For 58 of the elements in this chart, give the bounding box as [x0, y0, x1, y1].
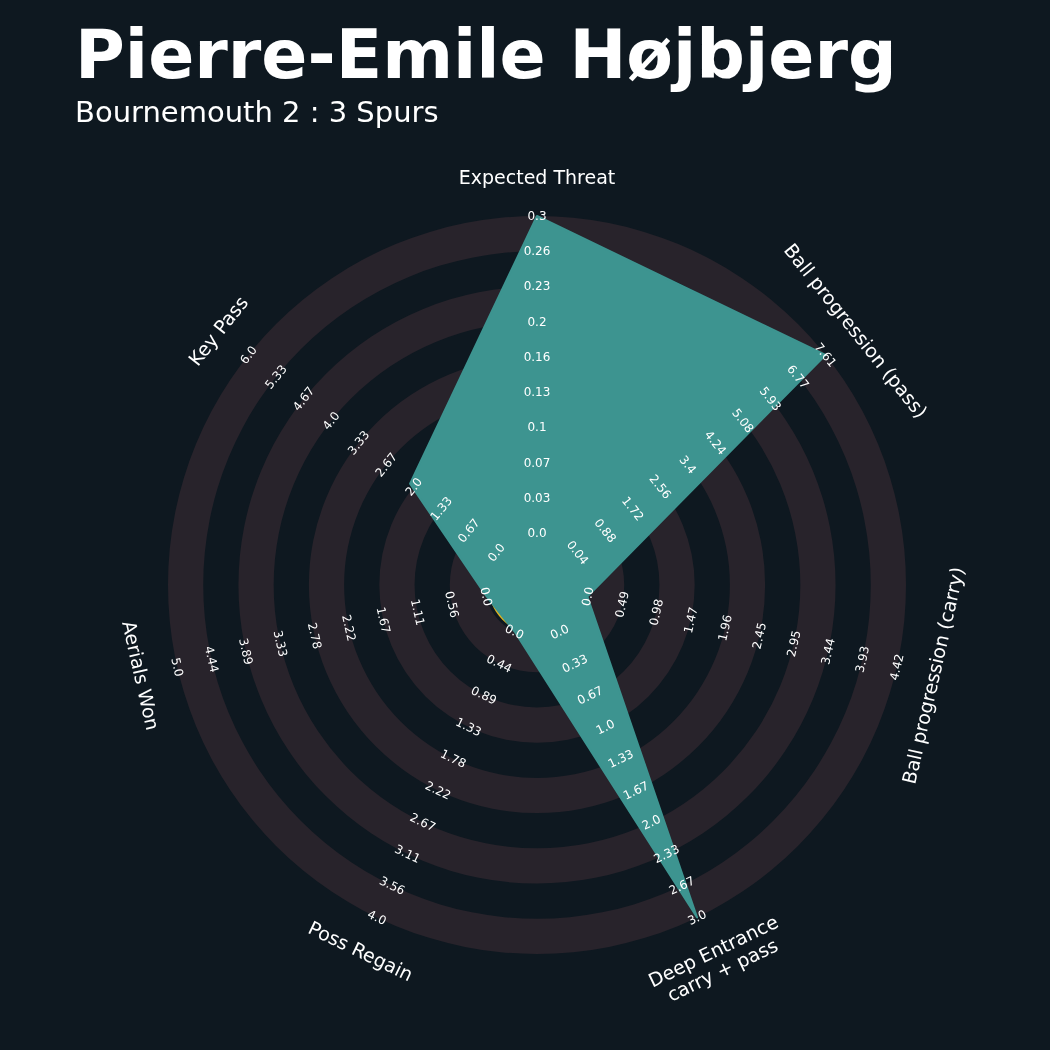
text: 2.67	[407, 810, 438, 835]
text: 0.23	[523, 279, 551, 294]
text: 5.0	[168, 656, 187, 678]
text: 1.11	[407, 597, 428, 627]
text: 0.03	[523, 490, 551, 505]
text: 0.1	[527, 420, 547, 435]
text: 3.4	[676, 452, 700, 477]
spoke-label: Expected Threat	[458, 166, 616, 188]
text: 4.44	[201, 644, 222, 674]
text: 4.0	[319, 408, 343, 433]
text: 2.22	[339, 613, 359, 643]
text: 2.0	[639, 811, 663, 833]
text: 3.93	[852, 644, 873, 674]
text: 0.26	[523, 244, 551, 259]
text: 0.49	[612, 589, 632, 619]
text: 6.0	[237, 343, 260, 367]
text: 1.96	[715, 613, 735, 643]
text: 0.0	[547, 621, 572, 643]
text: 3.11	[392, 841, 423, 867]
text: 3.44	[818, 636, 838, 667]
text: 3.33	[270, 629, 291, 659]
text: 0.07	[523, 455, 551, 470]
text: 1.33	[453, 714, 484, 740]
text: 2.22	[422, 778, 454, 803]
text: 4.42	[886, 652, 907, 682]
text: 1.0	[593, 716, 618, 738]
text: 3.56	[377, 873, 408, 898]
text: 1.67	[620, 778, 652, 803]
text: 0.56	[442, 589, 462, 619]
text: 0.3	[527, 209, 547, 223]
chart-subtitle: Bournemouth 2 : 3 Spurs	[75, 95, 439, 129]
text: 0.16	[523, 349, 551, 364]
chart-title: Pierre-Emile Højbjerg	[75, 15, 897, 94]
text: 2.0	[402, 474, 426, 499]
text: 1.47	[680, 605, 701, 635]
text: 0.44	[484, 651, 515, 676]
text: 2.67	[666, 873, 697, 898]
text: 2.33	[651, 841, 682, 867]
text: 2.95	[783, 629, 804, 659]
text: 0.0	[484, 540, 508, 565]
text: 0.0	[578, 585, 597, 608]
text: 1.33	[605, 746, 636, 771]
spoke-label: Aerials Won	[118, 618, 165, 733]
text: 0.67	[575, 683, 606, 708]
text: 2.78	[304, 621, 325, 651]
text: 0.33	[559, 651, 590, 676]
text: 0.13	[523, 385, 551, 400]
text: 4.0	[365, 907, 389, 928]
text: 1.67	[373, 605, 394, 635]
text: 0.0	[477, 585, 496, 608]
text: 1.78	[438, 746, 469, 771]
text: 0.98	[646, 597, 667, 627]
text: 0.89	[468, 683, 499, 708]
text: 3.89	[236, 636, 256, 667]
text: 2.45	[749, 621, 770, 651]
text: 0.2	[527, 314, 547, 329]
text: 0.0	[527, 526, 547, 540]
text: 0.0	[502, 621, 527, 643]
